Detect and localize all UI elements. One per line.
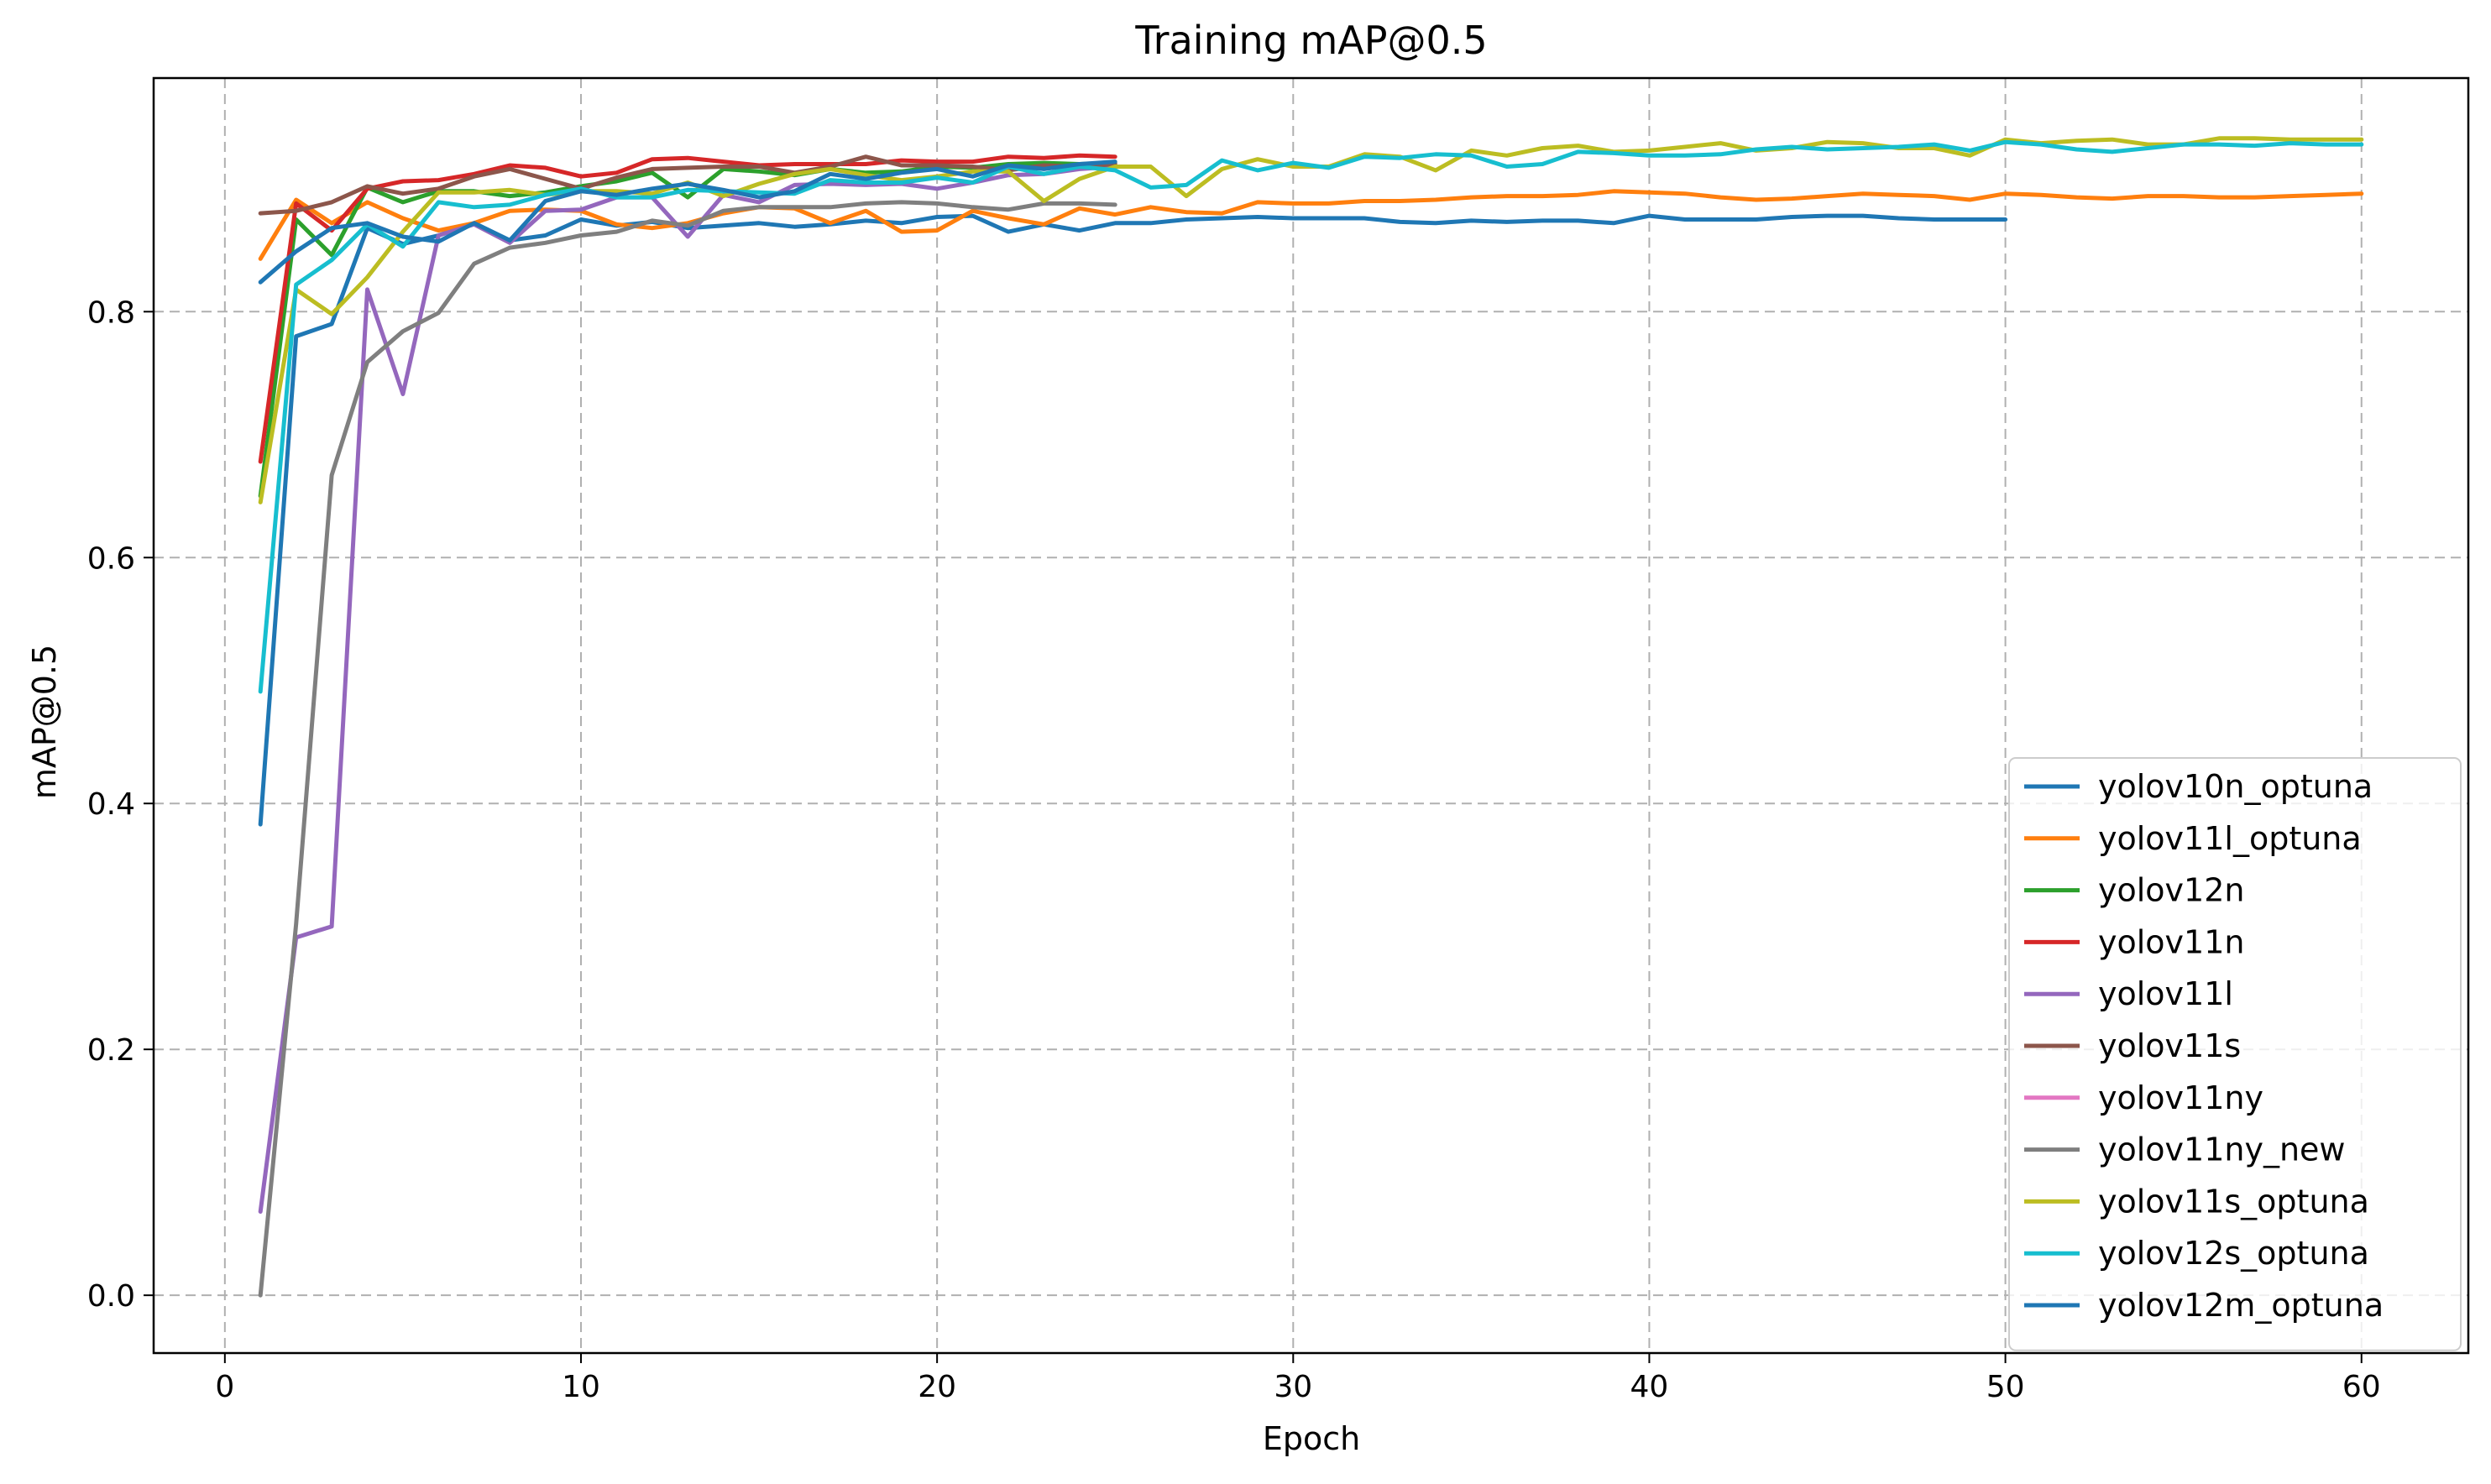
series-line-yolov12m_optuna (258, 159, 1117, 285)
plot-frame (152, 76, 2470, 1355)
x-tick-label: 40 (1630, 1370, 1669, 1404)
y-tick-label: 0.6 (87, 541, 135, 576)
legend-box (2008, 757, 2462, 1351)
y-tick-label: 0.2 (87, 1033, 135, 1068)
series-line-yolov11n (258, 153, 1117, 464)
legend-label-yolov11ny_new: yolov11ny_new (2098, 1131, 2346, 1168)
legend-label-yolov11l: yolov11l (2098, 975, 2233, 1012)
y-axis-label: mAP@0.5 (26, 645, 63, 799)
series-line-yolov11l_optuna (258, 189, 2364, 261)
axes-layer: 0 10 20 30 40 50 60 0.0 0.2 0.4 0.6 0.8 (87, 76, 2470, 1404)
x-tick-label: 60 (2342, 1370, 2381, 1404)
legend: yolov10n_optuna yolov11l_optuna yolov12n yo… (2008, 757, 2462, 1351)
legend-label-yolov12s_optuna: yolov12s_optuna (2098, 1235, 2369, 1272)
x-tick-label: 50 (1986, 1370, 2025, 1404)
legend-label-yolov11ny: yolov11ny (2098, 1079, 2263, 1116)
x-tick-label: 0 (215, 1370, 234, 1404)
legend-label-yolov11s_optuna: yolov11s_optuna (2098, 1183, 2369, 1220)
x-axis-label: Epoch (1263, 1420, 1360, 1457)
legend-label-yolov11l_optuna: yolov11l_optuna (2098, 820, 2362, 857)
legend-label-yolov12n: yolov12n (2098, 872, 2244, 909)
legend-label-yolov11n: yolov11n (2098, 923, 2244, 960)
x-tick-label: 10 (562, 1370, 600, 1404)
series-line-yolov10n_optuna (258, 213, 2008, 827)
legend-label-yolov11s: yolov11s (2098, 1027, 2241, 1064)
y-tick-label: 0.0 (87, 1279, 135, 1314)
series-line-yolov12s_optuna (258, 139, 2364, 694)
series-layer (258, 136, 2364, 1298)
x-tick-label: 20 (918, 1370, 956, 1404)
series-line-yolov11s (258, 154, 1117, 216)
x-tick-label: 30 (1274, 1370, 1312, 1404)
chart-title: Training mAP@0.5 (1134, 18, 1487, 63)
y-tick-label: 0.8 (87, 295, 135, 330)
series-line-yolov11l (258, 165, 1117, 1214)
legend-label-yolov10n_optuna: yolov10n_optuna (2098, 768, 2373, 805)
series-line-yolov11ny_new (258, 200, 1117, 1298)
legend-label-yolov12m_optuna: yolov12m_optuna (2098, 1287, 2384, 1324)
y-tick-label: 0.4 (87, 787, 135, 822)
